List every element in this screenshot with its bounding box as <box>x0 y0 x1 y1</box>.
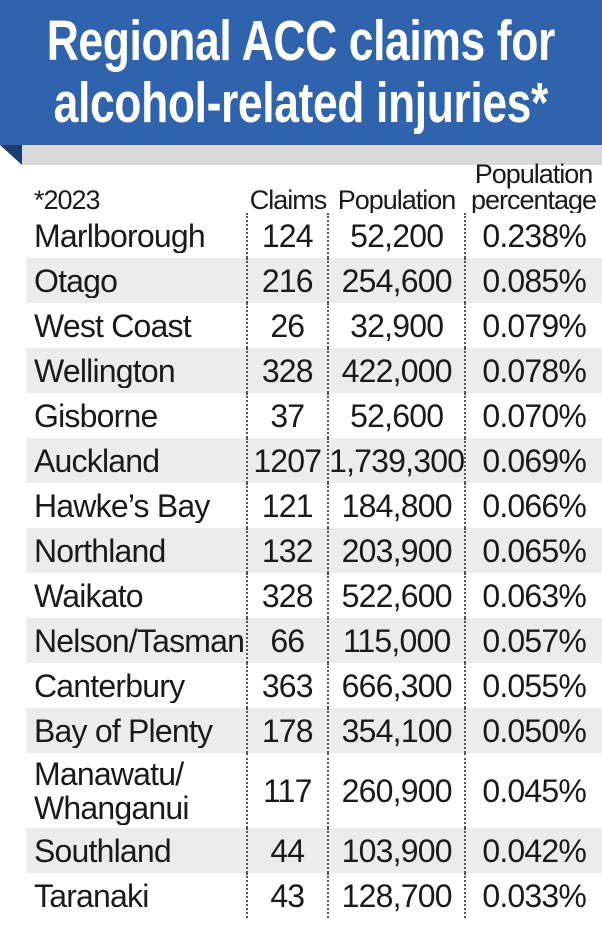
region-name: Canterbury <box>34 668 185 703</box>
table-cell: 52,600 <box>326 393 465 438</box>
table-cell: 0.065% <box>464 528 602 573</box>
region-name: Bay of Plenty <box>34 713 213 748</box>
region-name: Taranaki <box>34 878 149 913</box>
table-cell: 0.063% <box>464 573 602 618</box>
table-cell: 132 <box>245 528 327 573</box>
table-row: West Coast 26 32,900 0.079% <box>26 303 602 348</box>
region-name: Waikato <box>34 578 144 613</box>
table-cell: 0.085% <box>464 258 602 303</box>
table: *2023 Claims Population Population percenta… <box>26 161 602 918</box>
table-cell: 0.238% <box>464 213 602 258</box>
table-cell: 128,700 <box>326 873 465 918</box>
table-cell: 422,000 <box>326 348 465 393</box>
region-name: Otago <box>34 263 118 298</box>
table-cell: 52,200 <box>326 213 465 258</box>
column-header: Claims <box>249 187 328 213</box>
table-cell: 328 <box>245 573 327 618</box>
table-cell: 0.078% <box>464 348 602 393</box>
region-name: Northland <box>34 533 166 568</box>
region-name: Wellington <box>34 353 176 388</box>
table-row: Southland 44 103,900 0.042% <box>26 828 602 873</box>
banner: Regional ACC claims for alcohol-related … <box>0 0 602 145</box>
table-cell: 1207 <box>245 438 327 483</box>
title: Regional ACC claims for alcohol-related … <box>46 9 556 135</box>
table-row: Marlborough 124 52,200 0.238% <box>26 213 602 258</box>
table-row: Hawke’s Bay 121 184,800 0.066% <box>26 483 602 528</box>
table-cell: 0.042% <box>464 828 602 873</box>
table-cell: 0.057% <box>464 618 602 663</box>
table-row: Otago 216 254,600 0.085% <box>26 258 602 303</box>
table-cell: 216 <box>245 258 327 303</box>
table-row: Nelson/Tasman 66 115,000 0.057% <box>26 618 602 663</box>
table-row: Manawatu/ Whanganui 117 260,900 0.045% <box>26 753 602 828</box>
column-header: *2023 <box>34 187 101 213</box>
table-cell: 44 <box>245 828 327 873</box>
table-cell: 666,300 <box>326 663 465 708</box>
table-cell: 260,900 <box>326 753 465 828</box>
table-cell: 43 <box>245 873 327 918</box>
table-row: Wellington 328 422,000 0.078% <box>26 348 602 393</box>
table-row: Canterbury 363 666,300 0.055% <box>26 663 602 708</box>
table-cell: 66 <box>245 618 327 663</box>
region-name: Nelson/Tasman <box>34 623 245 658</box>
table-cell: 0.070% <box>464 393 602 438</box>
banner-fold <box>0 145 22 165</box>
table-cell: 254,600 <box>326 258 465 303</box>
table-cell: 184,800 <box>326 483 465 528</box>
region-name: West Coast <box>34 308 192 343</box>
strip <box>22 145 602 165</box>
table-cell: 115,000 <box>326 618 465 663</box>
table-cell: 354,100 <box>326 708 465 753</box>
region-name: Gisborne <box>34 398 158 433</box>
table-cell: 0.079% <box>464 303 602 348</box>
table-cell: 0.050% <box>464 708 602 753</box>
region-name: Marlborough <box>34 218 206 253</box>
table-cell: 522,600 <box>326 573 465 618</box>
table-cell: 26 <box>245 303 327 348</box>
table-cell: 37 <box>245 393 327 438</box>
table-cell: 0.033% <box>464 873 602 918</box>
table-cell: 117 <box>245 753 327 828</box>
column-header: Population <box>337 187 457 213</box>
table-cell: 121 <box>245 483 327 528</box>
table-cell: 178 <box>245 708 327 753</box>
header-row: *2023 Claims Population Population percenta… <box>26 161 602 213</box>
table-row: Bay of Plenty 178 354,100 0.050% <box>26 708 602 753</box>
column-header: Population percentage <box>470 161 597 213</box>
table-cell: 0.045% <box>464 753 602 828</box>
table-cell: 203,900 <box>326 528 465 573</box>
region-name: Manawatu/ Whanganui <box>34 756 190 825</box>
table-cell: 328 <box>245 348 327 393</box>
region-name: Auckland <box>34 443 160 478</box>
table-row: Taranaki 43 128,700 0.033% <box>26 873 602 918</box>
table-cell: 0.066% <box>464 483 602 528</box>
region-name: Hawke’s Bay <box>34 488 210 523</box>
table-row: Auckland 1207 1,739,300 0.069% <box>26 438 602 483</box>
table-row: Gisborne 37 52,600 0.070% <box>26 393 602 438</box>
table-cell: 103,900 <box>326 828 465 873</box>
table-cell: 124 <box>245 213 327 258</box>
region-name: Southland <box>34 833 172 868</box>
table-cell: 0.069% <box>464 438 602 483</box>
table-cell: 363 <box>245 663 327 708</box>
table-row: Northland 132 203,900 0.065% <box>26 528 602 573</box>
table-cell: 32,900 <box>326 303 465 348</box>
table-row: Waikato 328 522,600 0.063% <box>26 573 602 618</box>
table-cell: 0.055% <box>464 663 602 708</box>
table-cell: 1,739,300 <box>326 438 464 483</box>
